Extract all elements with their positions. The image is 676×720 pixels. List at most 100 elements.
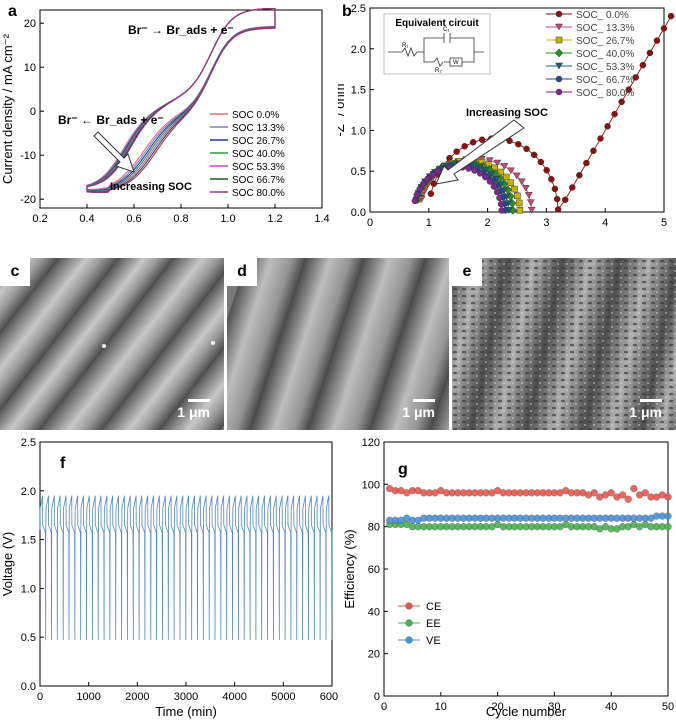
b-point [667, 12, 675, 20]
b-point [569, 184, 576, 191]
b-circuit-label-c1: C₁ [443, 27, 449, 33]
a-ytick-label: -20 [20, 194, 36, 206]
b-arrow [435, 119, 525, 185]
f-xtick-label: 2000 [125, 691, 149, 703]
b-point [420, 180, 427, 188]
b-point [551, 185, 559, 193]
panel-label-c: c [0, 258, 30, 286]
b-point [555, 88, 563, 96]
b-point [555, 62, 563, 70]
a-ytick-label: 0 [30, 106, 36, 118]
b-point [523, 145, 530, 153]
a-legend-entry: SOC 26.7% [232, 136, 285, 147]
b-legend-entry: SOC_ 13.3% [576, 23, 634, 34]
scale-label-d: 1 μm [402, 404, 435, 420]
b-point [521, 185, 530, 192]
sem-image-e: e 1 μm [452, 258, 676, 430]
sem-image-d: d 1 μm [227, 258, 449, 430]
b-point [526, 199, 535, 207]
b-circuit-warburg [449, 57, 463, 67]
b-xtick-label: 3 [543, 217, 549, 229]
b-point [530, 151, 538, 159]
b-point [500, 163, 509, 170]
panel-label-d: d [227, 258, 257, 286]
chart-a: a 0.20.40.60.81.01.21.4-20-1001020Applie… [0, 3, 330, 225]
g-ytick-label: 20 [368, 649, 380, 661]
a-xtick-label: 1.2 [267, 213, 282, 225]
b-ytick-label: 1.0 [351, 125, 366, 137]
b-point [424, 175, 431, 183]
b-point [583, 159, 590, 167]
g-legend-marker [405, 636, 413, 644]
f-xtick-label: 5000 [271, 691, 295, 703]
f-xtick-label: 3000 [174, 691, 198, 703]
panel-label-e: e [452, 258, 482, 286]
g-xtick-label: 40 [605, 701, 617, 713]
b-point [498, 207, 505, 214]
b-point [493, 159, 502, 167]
b-point [515, 199, 523, 207]
f-voltage-line [39, 495, 333, 641]
b-xtick-label: 2 [485, 217, 491, 229]
b-circuit-label-r1: R₁ [402, 43, 408, 49]
sem-texture-e [452, 258, 676, 430]
b-point [496, 194, 503, 202]
b-point [517, 178, 526, 186]
scale-label-c: 1 μm [177, 404, 210, 420]
b-point [561, 196, 569, 204]
b-point [554, 48, 564, 58]
b-point [555, 75, 563, 83]
panel-label-g: g [398, 461, 408, 478]
a-legend-entry: SOC 80.0% [232, 188, 285, 199]
b-point [548, 175, 555, 183]
b-xtick-label: 4 [602, 217, 608, 229]
b-point [653, 37, 661, 44]
f-ytick-label: 0.0 [21, 681, 36, 693]
b-point [511, 185, 518, 193]
b-point [527, 206, 536, 214]
a-legend-entry: SOC 0.0% [232, 110, 279, 121]
a-xtick-label: 0.8 [173, 213, 188, 225]
b-xtick-label: 0 [367, 217, 373, 229]
b-circuit-title: Equivalent circuit [395, 18, 479, 29]
b-legend-entry: SOC_ 66.7% [576, 75, 634, 86]
g-point-ce [664, 493, 672, 501]
scale-bar-d: 1 μm [402, 399, 435, 420]
scale-bar-line-d [413, 399, 435, 402]
b-circuit-wires [388, 33, 484, 67]
b-point [416, 185, 423, 193]
b-point [555, 36, 563, 44]
b-point [543, 166, 550, 174]
panel-label-a: a [8, 3, 17, 20]
g-xtick-label: 0 [381, 701, 387, 713]
b-point [537, 158, 545, 166]
b-circuit-label-r2: R₂ [435, 68, 442, 74]
g-ytick-label: 60 [368, 564, 380, 576]
sem-image-c: c 1 μm [0, 258, 224, 430]
g-xtick-label: 20 [491, 701, 503, 713]
g-point-ve [664, 512, 672, 520]
b-point [497, 168, 505, 176]
b-point [646, 49, 654, 57]
b-point [555, 23, 563, 31]
scale-bar-line-e [640, 399, 662, 402]
a-xtick-label: 0.2 [32, 213, 47, 225]
g-ytick-label: 0 [374, 691, 380, 703]
b-point [524, 192, 533, 199]
a-ytick-label: -10 [20, 150, 36, 162]
panel-label-b: b [342, 3, 352, 20]
a-legend-entry: SOC 53.3% [232, 162, 285, 173]
g-ytick-label: 80 [368, 522, 380, 534]
a-legend-entry: SOC 66.7% [232, 175, 285, 186]
b-point [611, 110, 618, 118]
b-point [590, 147, 597, 155]
f-ytick-label: 1.0 [21, 583, 36, 595]
b-legend-entry: SOC_ 80.0% [576, 88, 634, 99]
a-ytick-label: 10 [24, 62, 36, 74]
b-point [486, 178, 494, 185]
f-ytick-label: 2.0 [21, 486, 36, 498]
b-point [469, 139, 477, 146]
b-point [493, 188, 501, 196]
g-xtick-label: 50 [662, 701, 674, 713]
